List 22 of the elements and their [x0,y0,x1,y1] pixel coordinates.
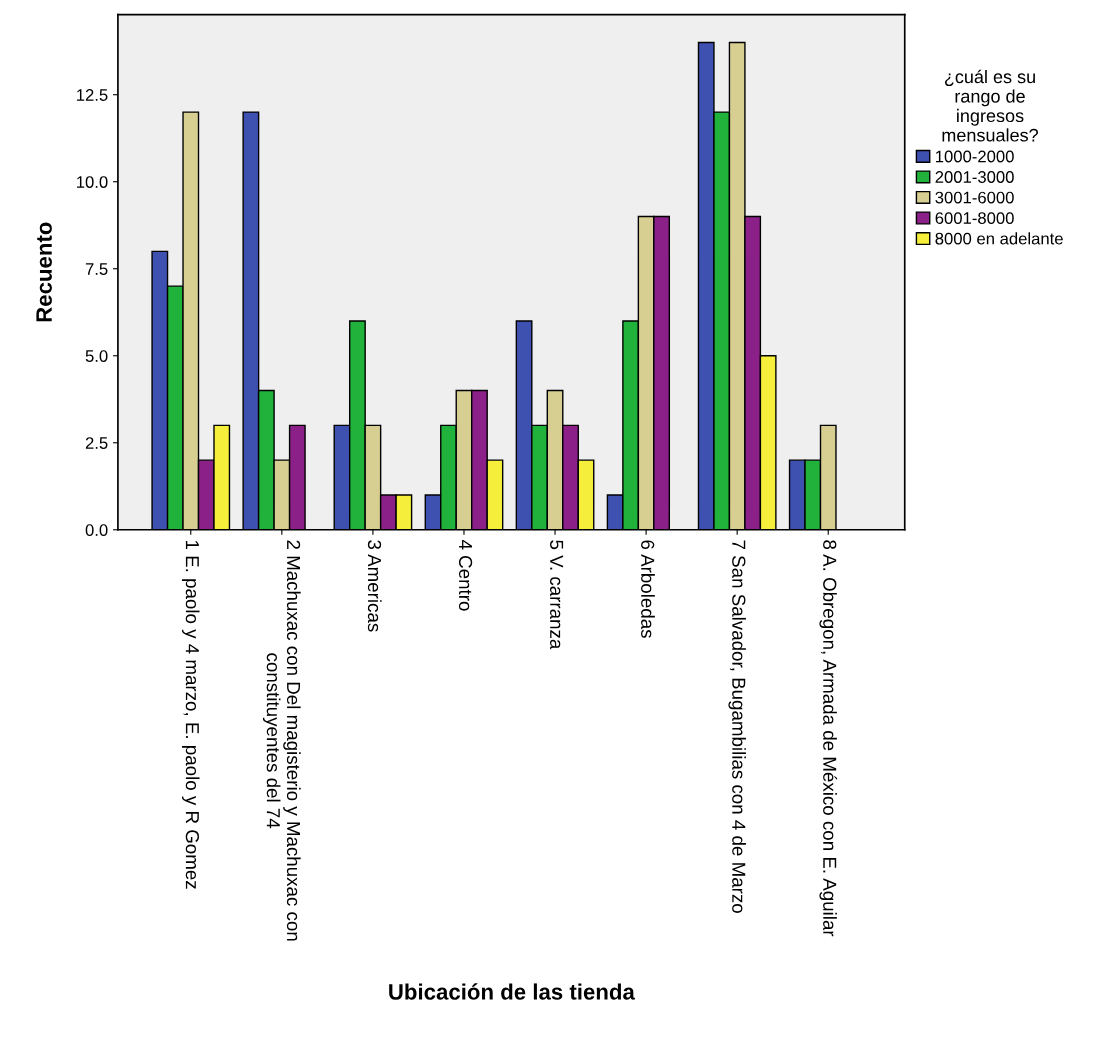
x-tick-label: 2 Machuxac con Del magisterio y Machuxac con constituyentes del 74 [263,540,301,941]
x-tick-label: 1 E. paolo y 4 marzo, E. paolo y R Gomez [182,540,200,889]
legend-label: 3001-6000 [935,191,1014,204]
y-tick-label: 10.0 [77,176,108,188]
legend-label: 8000 en adelante [935,232,1063,245]
y-tick-label: 2.5 [85,437,108,449]
y-tick-label: 7.5 [85,263,108,275]
y-tick-label: 5.0 [85,350,108,362]
x-axis-title: Ubicación de las tienda [389,983,635,1000]
x-tick-label: 6 Arboledas [641,540,655,638]
y-tick-label: 0.0 [85,524,108,536]
y-axis-title: Recuento [36,222,52,322]
x-tick-label: 8 A. Obregon, Armada de México con E. Aguilar [819,540,838,937]
legend-title: ¿cuál es su rango de ingresos mensuales? [942,69,1038,142]
x-tick-label: 7 San Salvador, Bugambilias con 4 de Marzo [728,540,746,913]
legend-label: 6001-8000 [935,212,1014,224]
x-tick-label: 4 Centro [458,539,473,611]
legend-label: 1000-2000 [936,150,1014,163]
x-tick-label: 5 V. carranza [550,540,564,650]
legend-label: 2001-3000 [935,171,1014,183]
x-tick-label: 3 Americas [367,540,382,632]
y-tick-label: 12.5 [77,89,108,101]
